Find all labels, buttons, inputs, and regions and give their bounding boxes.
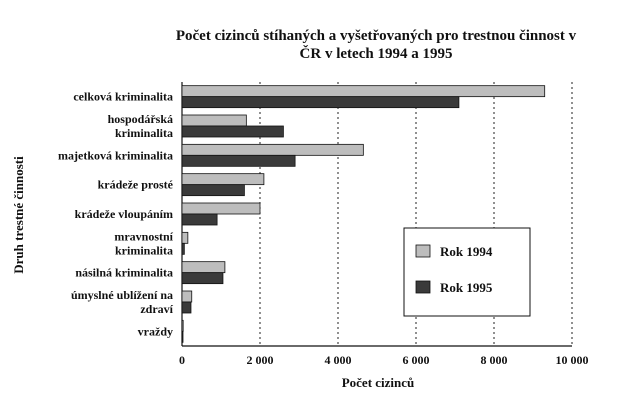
bar-1994 (181, 173, 265, 186)
category-label: zdraví (140, 302, 173, 316)
legend-label: Rok 1995 (440, 280, 493, 295)
y-axis-label: Druh trestné činnosti (11, 156, 26, 274)
x-axis-label: Počet cizinců (342, 375, 415, 390)
bars (181, 85, 546, 343)
legend-label: Rok 1994 (440, 244, 493, 259)
bar-1995 (181, 330, 184, 343)
bar-1994 (181, 202, 261, 215)
bar-1995 (181, 242, 185, 255)
x-tick-label: 4 000 (325, 353, 352, 367)
x-tick-labels: 0 2 000 4 000 6 000 8 000 10 000 (179, 353, 589, 367)
category-label: vraždy (138, 324, 173, 338)
category-label: násilná kriminalita (75, 266, 173, 280)
bar-1994 (181, 231, 189, 244)
category-label: krádeže vloupáním (75, 207, 173, 221)
bar-1995 (181, 125, 284, 138)
bar-1995 (181, 96, 460, 109)
legend-swatch (415, 244, 431, 258)
bar-1995 (181, 272, 224, 285)
bar-1994 (181, 319, 184, 332)
legend: Rok 1994 Rok 1995 (403, 227, 531, 317)
x-tick-label: 8 000 (481, 353, 508, 367)
chart-title-line-1: Počet cizinců stíhaných a vyšetřovaných … (176, 28, 577, 44)
bar-1995 (181, 184, 245, 197)
category-label: kriminalita (115, 126, 173, 140)
category-label: celková kriminalita (73, 90, 173, 104)
x-tick-label: 10 000 (556, 353, 589, 367)
bar-1994 (181, 114, 247, 127)
legend-box (403, 227, 531, 317)
legend-swatch (415, 280, 431, 294)
bar-1994 (181, 261, 226, 274)
chart-title: Počet cizinců stíhaných a vyšetřovaných … (176, 28, 577, 62)
category-label: kriminalita (115, 243, 173, 257)
bar-1995 (181, 154, 296, 167)
bar-1994 (181, 290, 193, 303)
category-label: majetková kriminalita (58, 148, 173, 162)
category-label: úmyslné ublížení na (71, 288, 173, 302)
bar-1995 (181, 301, 192, 314)
category-label: krádeže prosté (98, 178, 174, 192)
category-labels: celková kriminalitahospodářskákriminalit… (58, 90, 174, 339)
bar-1994 (181, 85, 546, 98)
category-label: mravnostní (114, 229, 173, 243)
category-label: hospodářská (108, 112, 173, 126)
x-tick-label: 0 (179, 353, 185, 367)
chart-title-line-2: ČR v letech 1994 a 1995 (300, 45, 453, 62)
x-tick-label: 2 000 (247, 353, 274, 367)
x-tick-label: 6 000 (403, 353, 430, 367)
bar-1994 (181, 143, 364, 156)
bar-1995 (181, 213, 218, 226)
